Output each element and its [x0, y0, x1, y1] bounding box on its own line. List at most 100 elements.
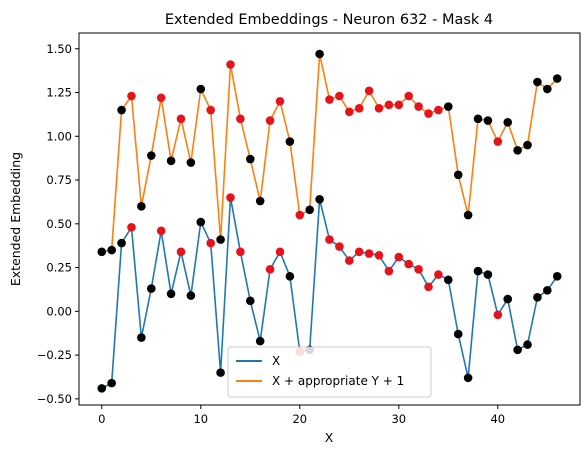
data-point	[295, 210, 305, 220]
data-point	[345, 256, 354, 265]
data-point	[97, 247, 107, 257]
data-point	[206, 238, 215, 248]
data-point	[453, 329, 463, 339]
data-point	[394, 100, 404, 110]
data-point	[146, 151, 156, 160]
y-tick-label: 1.25	[46, 86, 72, 100]
data-point	[354, 103, 364, 113]
data-point	[335, 91, 344, 101]
x-axis-label: X	[325, 430, 334, 445]
plot-area	[78, 32, 581, 406]
data-point	[453, 170, 463, 180]
data-point	[236, 114, 245, 124]
y-axis: −0.50 −0.25 0.00 0.25 0.50 0.75 1.00 1.25 1.50	[37, 42, 79, 406]
legend-label-x-plus-y: X + appropriate Y + 1	[272, 374, 404, 388]
data-point	[325, 95, 334, 104]
data-point	[483, 270, 493, 279]
x-tick-label: 0	[98, 412, 105, 426]
data-point	[533, 293, 542, 302]
y-tick-label: 1.00	[46, 129, 72, 143]
data-point	[117, 238, 126, 248]
data-point	[285, 137, 295, 146]
data-point	[463, 373, 473, 383]
data-point	[255, 336, 265, 346]
data-point	[523, 140, 532, 150]
data-point	[374, 251, 384, 260]
data-point	[503, 294, 513, 304]
data-point	[404, 259, 414, 269]
y-tick-label: 0.00	[46, 304, 72, 318]
data-point	[493, 310, 503, 320]
data-point	[176, 247, 186, 257]
y-tick-label: −0.25	[37, 348, 72, 362]
data-point	[414, 102, 423, 111]
data-point	[216, 368, 225, 377]
x-tick-label: 30	[391, 412, 406, 426]
data-point	[394, 252, 404, 262]
plot-frame	[78, 32, 581, 406]
data-point	[127, 91, 136, 101]
data-point	[552, 272, 562, 281]
data-point	[513, 345, 522, 355]
data-point	[196, 84, 206, 94]
data-point	[354, 247, 364, 257]
data-point	[523, 340, 532, 349]
x-tick-label: 40	[490, 412, 505, 426]
y-tick-label: 0.25	[46, 261, 72, 275]
y-tick-label: −0.50	[37, 392, 72, 406]
data-point	[543, 84, 552, 94]
data-point	[137, 202, 146, 211]
data-point	[156, 226, 166, 236]
data-point	[364, 249, 374, 258]
data-point	[245, 154, 255, 164]
data-point	[483, 116, 493, 125]
data-point	[424, 282, 433, 292]
y-axis-label: Extended Embedding	[8, 152, 23, 286]
data-point	[543, 286, 552, 295]
data-point	[245, 296, 255, 306]
data-point	[137, 333, 146, 342]
data-point	[552, 74, 562, 83]
data-point	[503, 117, 513, 127]
legend-box	[227, 346, 432, 398]
data-point	[146, 284, 156, 293]
data-point	[226, 193, 235, 202]
data-point	[384, 266, 394, 276]
x-tick-label: 20	[292, 412, 307, 426]
data-point	[206, 105, 215, 115]
legend: X X + appropriate Y + 1	[227, 346, 432, 398]
data-point	[176, 114, 186, 124]
data-point	[196, 217, 206, 227]
data-point	[186, 291, 196, 300]
data-point	[107, 378, 116, 388]
data-point	[444, 275, 453, 285]
data-point	[434, 270, 443, 279]
data-point	[404, 91, 414, 101]
data-point	[473, 266, 483, 276]
data-point	[444, 102, 453, 111]
data-point	[97, 384, 107, 393]
data-point	[315, 195, 324, 204]
data-point	[414, 265, 423, 274]
x-tick-label: 10	[193, 412, 208, 426]
data-point	[424, 109, 433, 118]
data-point	[533, 77, 542, 87]
data-point	[216, 235, 225, 244]
data-point	[265, 116, 275, 125]
data-point	[364, 86, 374, 96]
data-point	[166, 156, 176, 166]
chart-title: Extended Embeddings - Neuron 632 - Mask …	[165, 12, 493, 28]
data-point	[166, 289, 176, 299]
data-point	[255, 196, 265, 206]
data-point	[473, 114, 483, 124]
data-point	[513, 145, 522, 155]
data-point	[493, 137, 503, 146]
data-point	[325, 235, 334, 244]
data-point	[226, 60, 235, 69]
legend-label-x: X	[272, 354, 280, 368]
data-point	[186, 158, 196, 167]
data-point	[127, 223, 136, 232]
data-point	[384, 100, 394, 110]
y-tick-label: 0.50	[46, 217, 72, 231]
